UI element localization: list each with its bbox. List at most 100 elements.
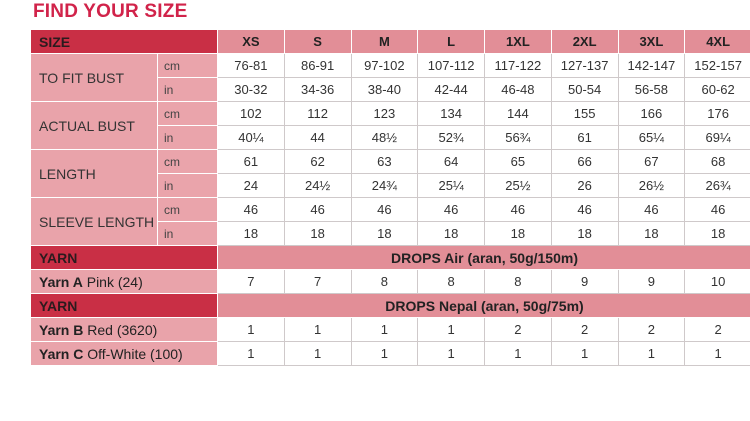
- yarn-label: Yarn A Pink (24): [30, 269, 218, 294]
- measurement-value: 56-58: [617, 77, 686, 102]
- size-header-label: SIZE: [30, 29, 218, 54]
- measurement-value: 18: [484, 221, 552, 246]
- measurement-value: 18: [417, 221, 485, 246]
- measurement-value: 61: [550, 125, 619, 150]
- size-column-header: XS: [217, 29, 285, 54]
- yarn-section-header: YARN: [30, 293, 218, 318]
- unit-label: cm: [157, 149, 218, 174]
- measurement-value: 62: [283, 149, 352, 174]
- measurement-value: 155: [550, 101, 619, 126]
- measurement-value: 26: [550, 173, 619, 198]
- yarn-label: Yarn B Red (3620): [30, 317, 218, 342]
- measurement-value: 38-40: [350, 77, 419, 102]
- unit-label: in: [157, 221, 218, 246]
- yarn-quantity: 9: [617, 269, 686, 294]
- measurement-value: 34-36: [283, 77, 352, 102]
- measurement-value: 134: [417, 101, 485, 126]
- measurement-value: 52¾: [417, 125, 485, 150]
- yarn-label: Yarn C Off-White (100): [30, 341, 218, 366]
- measurement-value: 26½: [617, 173, 686, 198]
- yarn-quantity: 1: [684, 341, 750, 366]
- measurement-label: TO FIT BUST: [30, 53, 158, 102]
- page-title: FIND YOUR SIZE: [33, 1, 188, 22]
- measurement-value: 18: [617, 221, 686, 246]
- measurement-value: 68: [684, 149, 750, 174]
- size-column-header: 1XL: [484, 29, 552, 54]
- measurement-row: ACTUAL BUST cm 102 112 123 134 144 155 166 176: [30, 101, 750, 150]
- yarn-quantity: 1: [350, 317, 419, 342]
- measurement-value: 25½: [484, 173, 552, 198]
- measurement-value: 26¾: [684, 173, 750, 198]
- yarn-quantity: 1: [217, 317, 285, 342]
- measurement-value: 61: [217, 149, 285, 174]
- size-header-row: SIZE XS S M L 1XL 2XL 3XL 4XL: [30, 29, 750, 54]
- measurement-row: in 40¼ 44 48½ 52¾ 56¾ 61 65¼ 69¼: [31, 125, 750, 150]
- measurement-row: LENGTH cm 61 62 63 64 65 66 67 68: [30, 149, 750, 198]
- measurement-value: 67: [617, 149, 686, 174]
- measurement-value: 18: [550, 221, 619, 246]
- measurement-value: 46: [684, 197, 750, 222]
- footer-cut-off-text: [30, 414, 750, 421]
- size-column-header: L: [417, 29, 485, 54]
- size-column-header: 2XL: [550, 29, 619, 54]
- yarn-header-row: YARN DROPS Air (aran, 50g/150m): [30, 245, 750, 270]
- yarn-quantity: 8: [350, 269, 419, 294]
- yarn-quantity: 1: [417, 317, 485, 342]
- measurement-row: in 18 18 18 18 18 18 18 18: [31, 221, 750, 246]
- measurement-value: 86-91: [283, 53, 352, 78]
- measurement-value: 18: [217, 221, 285, 246]
- yarn-quantity: 2: [484, 317, 552, 342]
- measurement-row: in 24 24½ 24¾ 25¼ 25½ 26 26½ 26¾: [31, 173, 750, 198]
- measurement-value: 50-54: [550, 77, 619, 102]
- measurement-value: 66: [550, 149, 619, 174]
- yarn-name: Yarn B: [39, 321, 84, 338]
- yarn-product-name: DROPS Air (aran, 50g/150m): [217, 245, 750, 270]
- yarn-quantity: 1: [484, 341, 552, 366]
- measurement-value: 46: [350, 197, 419, 222]
- yarn-quantity: 1: [283, 341, 352, 366]
- yarn-quantity: 2: [550, 317, 619, 342]
- yarn-section-header: YARN: [30, 245, 218, 270]
- yarn-color: Pink (24): [86, 273, 143, 290]
- measurement-value: 65¼: [617, 125, 686, 150]
- yarn-quantity: 1: [217, 341, 285, 366]
- measurement-value: 107-112: [417, 53, 485, 78]
- measurement-row: SLEEVE LENGTH cm 46 46 46 46 46 46 46 46: [30, 197, 750, 246]
- size-column-header: 4XL: [684, 29, 750, 54]
- measurement-value: 127-137: [550, 53, 619, 78]
- yarn-quantity: 1: [417, 341, 485, 366]
- size-column-header: M: [350, 29, 419, 54]
- measurement-value: 24¾: [350, 173, 419, 198]
- unit-label: in: [157, 77, 218, 102]
- measurement-value: 142-147: [617, 53, 686, 78]
- yarn-quantity: 1: [550, 341, 619, 366]
- measurement-value: 64: [417, 149, 485, 174]
- yarn-row: Yarn B Red (3620) 1 1 1 1 2 2 2 2: [30, 317, 750, 342]
- measurement-value: 46: [283, 197, 352, 222]
- measurement-value: 112: [283, 101, 352, 126]
- measurement-value: 30-32: [217, 77, 285, 102]
- size-chart-table: SIZE XS S M L 1XL 2XL 3XL 4XL TO FIT BUST cm 76-81 8…: [30, 29, 750, 366]
- measurement-value: 176: [684, 101, 750, 126]
- measurement-value: 25¼: [417, 173, 485, 198]
- measurement-value: 46: [550, 197, 619, 222]
- yarn-quantity: 8: [484, 269, 552, 294]
- measurement-value: 123: [350, 101, 419, 126]
- measurement-value: 69¼: [684, 125, 750, 150]
- unit-label: cm: [157, 197, 218, 222]
- measurement-value: 97-102: [350, 53, 419, 78]
- measurement-value: 166: [617, 101, 686, 126]
- measurement-value: 117-122: [484, 53, 552, 78]
- measurement-value: 44: [283, 125, 352, 150]
- measurement-value: 46: [217, 197, 285, 222]
- yarn-quantity: 1: [350, 341, 419, 366]
- measurement-value: 46-48: [484, 77, 552, 102]
- measurement-label: SLEEVE LENGTH: [30, 197, 158, 246]
- measurement-value: 24½: [283, 173, 352, 198]
- measurement-value: 60-62: [684, 77, 750, 102]
- yarn-quantity: 1: [617, 341, 686, 366]
- yarn-row: Yarn C Off-White (100) 1 1 1 1 1 1 1 1: [30, 341, 750, 366]
- yarn-quantity: 8: [417, 269, 485, 294]
- unit-label: in: [157, 125, 218, 150]
- measurement-value: 46: [484, 197, 552, 222]
